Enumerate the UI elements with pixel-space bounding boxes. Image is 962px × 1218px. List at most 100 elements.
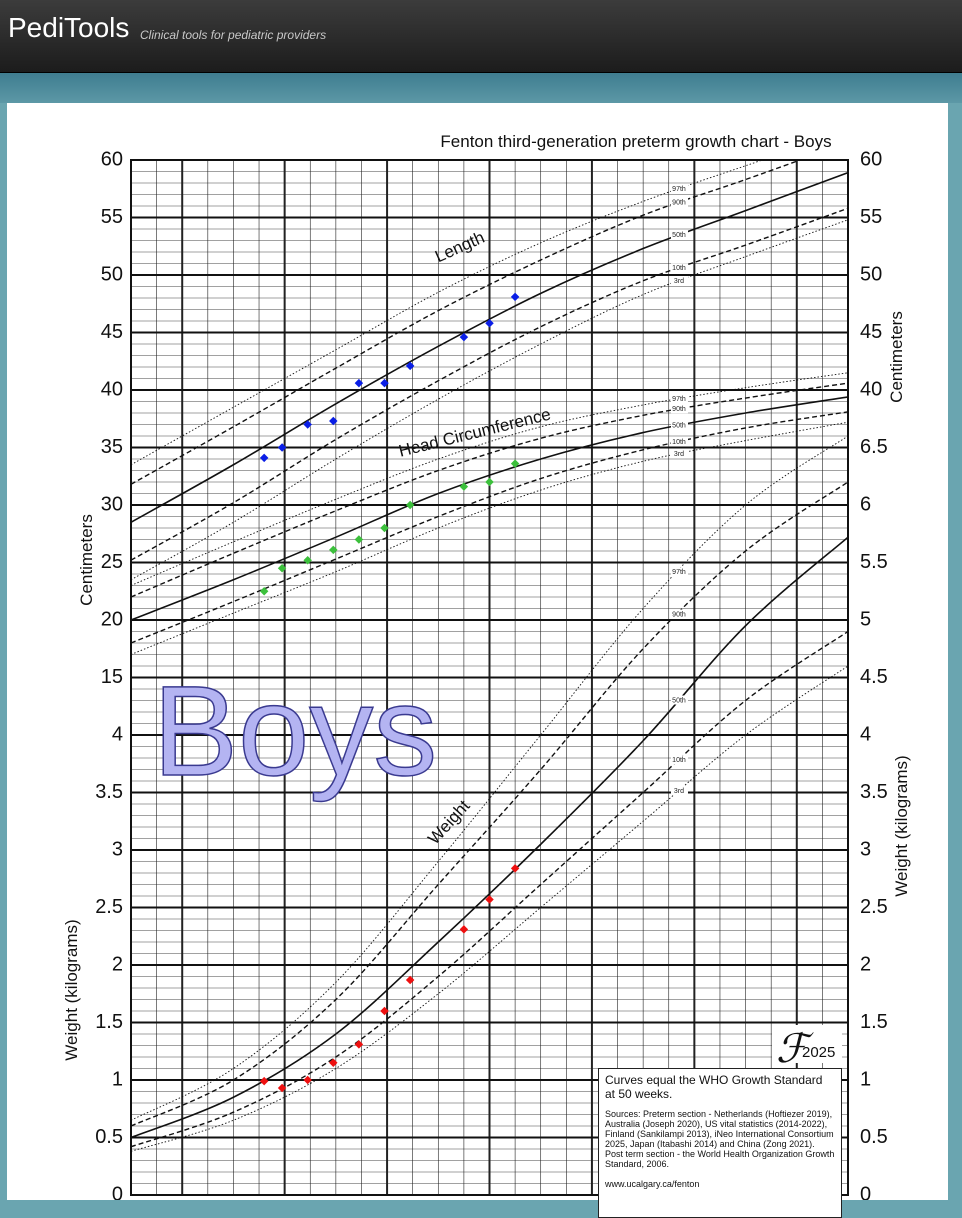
percentile-label-bg bbox=[670, 404, 688, 414]
y-tick-label: 0 bbox=[112, 1183, 123, 1200]
percentile-curve bbox=[131, 372, 848, 586]
plot-frame bbox=[130, 159, 849, 1196]
y-tick-label: 60 bbox=[101, 148, 123, 170]
url[interactable]: www.ucalgary.ca/fenton bbox=[605, 1179, 700, 1189]
site-title[interactable]: PediTools bbox=[8, 12, 130, 43]
right-tick-label: 2 bbox=[860, 953, 871, 975]
y-tick-label: 1 bbox=[112, 1068, 123, 1090]
percentile-label-bg bbox=[670, 183, 688, 193]
data-point bbox=[354, 535, 364, 544]
percentile-label-bg bbox=[670, 755, 688, 765]
percentile-label: 97th bbox=[672, 186, 686, 193]
data-point bbox=[459, 925, 469, 934]
percentile-label: 90th bbox=[672, 406, 686, 413]
y-tick-label: 3 bbox=[112, 838, 123, 860]
nav-band bbox=[0, 73, 962, 103]
data-point bbox=[405, 361, 415, 371]
data-point bbox=[329, 1058, 338, 1067]
y-tick-label: 30 bbox=[101, 493, 123, 515]
logo-year: 2025 bbox=[802, 1044, 835, 1061]
right-tick-label: 55 bbox=[860, 206, 882, 228]
percentile-label-bg bbox=[670, 449, 688, 459]
percentile-curve bbox=[131, 382, 848, 598]
percentile-label-bg bbox=[670, 786, 688, 796]
right-y-axis-label: Centimeters bbox=[887, 311, 906, 403]
data-point bbox=[485, 319, 494, 328]
chart-title: Fenton third-generation preterm growth c… bbox=[440, 132, 831, 151]
right-tick-label: 0.5 bbox=[860, 1126, 888, 1148]
right-tick-label: 60 bbox=[860, 148, 882, 170]
data-point bbox=[277, 1083, 287, 1093]
right-tick-label: 3.5 bbox=[860, 781, 888, 803]
right-tick-label: 1 bbox=[860, 1068, 871, 1090]
data-point bbox=[380, 1006, 389, 1016]
percentile-curve bbox=[131, 160, 764, 466]
percentile-curve bbox=[131, 207, 848, 561]
data-point bbox=[485, 477, 494, 487]
content-panel bbox=[7, 103, 948, 1200]
note: Curves equal the WHO Growth Standard at … bbox=[605, 1073, 823, 1101]
data-point bbox=[405, 975, 415, 985]
data-point bbox=[405, 500, 415, 510]
y-tick-label: 2 bbox=[112, 953, 123, 975]
right-tick-label: 50 bbox=[860, 263, 882, 285]
right-tick-label: 6.5 bbox=[860, 436, 888, 458]
data-point bbox=[354, 1040, 364, 1049]
header: PediTools Clinical tools for pediatric p… bbox=[0, 0, 962, 73]
percentile-label-bg bbox=[670, 695, 688, 705]
data-point bbox=[303, 420, 312, 429]
data-point bbox=[277, 443, 287, 452]
percentile-curve bbox=[131, 481, 848, 1127]
data-point bbox=[303, 555, 312, 565]
right-tick-label: 2.5 bbox=[860, 896, 888, 918]
percentile-curve bbox=[131, 536, 848, 1139]
percentile-label-bg bbox=[670, 609, 688, 619]
percentile-label: 50th bbox=[672, 423, 686, 430]
data-point bbox=[259, 453, 269, 463]
right-tick-label: 5.5 bbox=[860, 551, 888, 573]
data-point bbox=[259, 1076, 269, 1086]
percentile-label: 3rd bbox=[674, 788, 684, 795]
y-tick-label: 3.5 bbox=[95, 781, 123, 803]
data-point bbox=[329, 416, 338, 426]
percentile-label-bg bbox=[670, 230, 688, 240]
percentile-label: 3rd bbox=[674, 451, 684, 458]
curves: 97th 90th 50th 10th 3rd 97th 90th 50th 10th 3rd 97… bbox=[131, 160, 848, 1152]
data-point bbox=[329, 545, 338, 555]
y-tick-label: 0.5 bbox=[95, 1126, 123, 1148]
right-tick-label: 5 bbox=[860, 608, 871, 630]
y2-axis-label: Weight (kilograms) bbox=[62, 919, 81, 1060]
right-tick-label: 6 bbox=[860, 493, 871, 515]
data-point bbox=[259, 587, 269, 596]
data-point bbox=[354, 378, 364, 388]
data-point bbox=[459, 332, 469, 342]
note-box: Curves equal the WHO Growth Standard at … bbox=[598, 1068, 842, 1218]
right-y2-axis-label: Weight (kilograms) bbox=[892, 755, 911, 896]
percentile-label: 97th bbox=[672, 569, 686, 576]
y-tick-label: 50 bbox=[101, 263, 123, 285]
percentile-label: 3rd bbox=[674, 278, 684, 285]
percentile-curve bbox=[131, 219, 848, 581]
percentile-label-bg bbox=[670, 393, 688, 403]
right-tick-label: 4.5 bbox=[860, 666, 888, 688]
percentile-label: 10th bbox=[672, 757, 686, 764]
percentile-curve bbox=[131, 396, 848, 621]
data-point bbox=[277, 564, 287, 573]
percentile-label-bg bbox=[670, 276, 688, 286]
percentile-label-bg bbox=[670, 197, 688, 207]
data-point bbox=[485, 895, 494, 904]
right-tick-label: 40 bbox=[860, 378, 882, 400]
percentile-label: 90th bbox=[672, 200, 686, 207]
percentile-label: 97th bbox=[672, 396, 686, 403]
y-tick-label: 2.5 bbox=[95, 896, 123, 918]
right-tick-label: 1.5 bbox=[860, 1011, 888, 1033]
data-point bbox=[380, 523, 389, 533]
right-tick-label: 0 bbox=[860, 1183, 871, 1200]
right-tick-label: 4 bbox=[860, 723, 871, 745]
y-axis-label: Centimeters bbox=[77, 514, 96, 606]
percentile-label-bg bbox=[670, 263, 688, 273]
grid bbox=[130, 159, 849, 1196]
y-tick-label: 4 bbox=[112, 723, 123, 745]
y-tick-label: 45 bbox=[101, 321, 123, 343]
